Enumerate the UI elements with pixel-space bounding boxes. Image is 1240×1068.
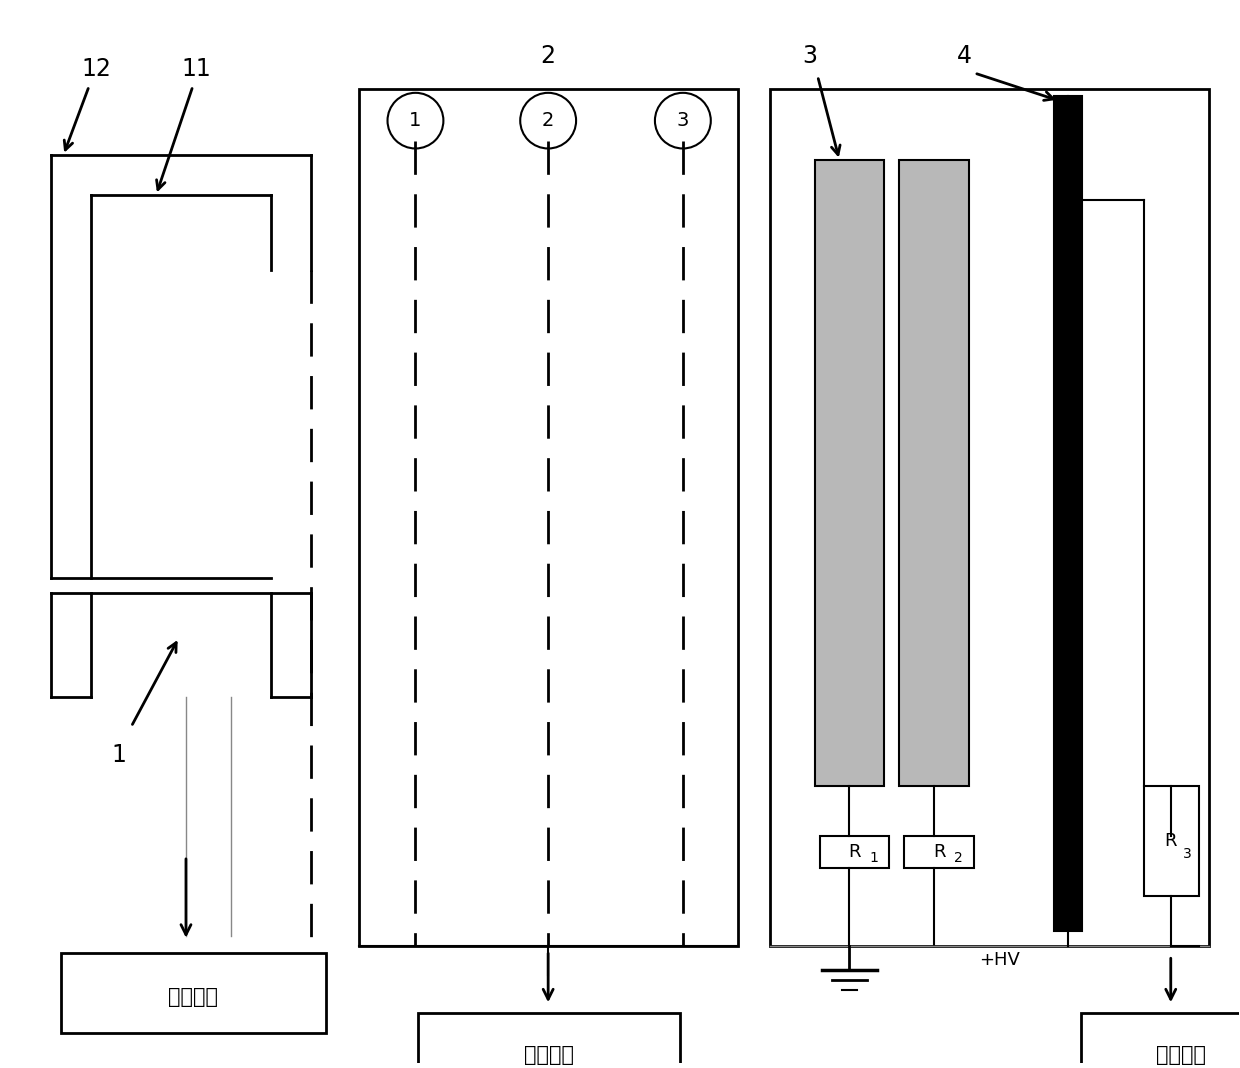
Text: 3: 3 (1183, 847, 1192, 861)
Text: 2: 2 (541, 44, 556, 68)
Text: +HV: +HV (978, 952, 1019, 970)
Text: R: R (932, 843, 946, 861)
Text: 4: 4 (957, 44, 972, 68)
Text: 1: 1 (409, 111, 422, 130)
Bar (1054, 96, 1083, 930)
Bar (820, 836, 889, 868)
Bar (418, 1014, 680, 1068)
Bar (815, 160, 884, 786)
Text: 扫描高压: 扫描高压 (525, 1045, 574, 1065)
Text: 2: 2 (542, 111, 554, 130)
Text: R: R (848, 843, 861, 861)
Bar (1081, 1014, 1240, 1068)
Text: R: R (1164, 832, 1177, 850)
Text: 12: 12 (82, 57, 112, 81)
Bar (904, 836, 975, 868)
Text: 3: 3 (677, 111, 689, 130)
Bar (358, 89, 738, 945)
Bar (770, 89, 1209, 945)
Text: 2: 2 (954, 851, 962, 865)
Text: 3: 3 (802, 44, 817, 68)
Bar (61, 954, 326, 1033)
Bar (1143, 786, 1199, 896)
Text: 信号引出: 信号引出 (1156, 1045, 1205, 1065)
Text: 1: 1 (869, 851, 878, 865)
Text: 1: 1 (112, 742, 126, 767)
Text: 电流检测: 电流检测 (167, 987, 218, 1007)
Text: 11: 11 (181, 57, 211, 81)
Bar (899, 160, 970, 786)
